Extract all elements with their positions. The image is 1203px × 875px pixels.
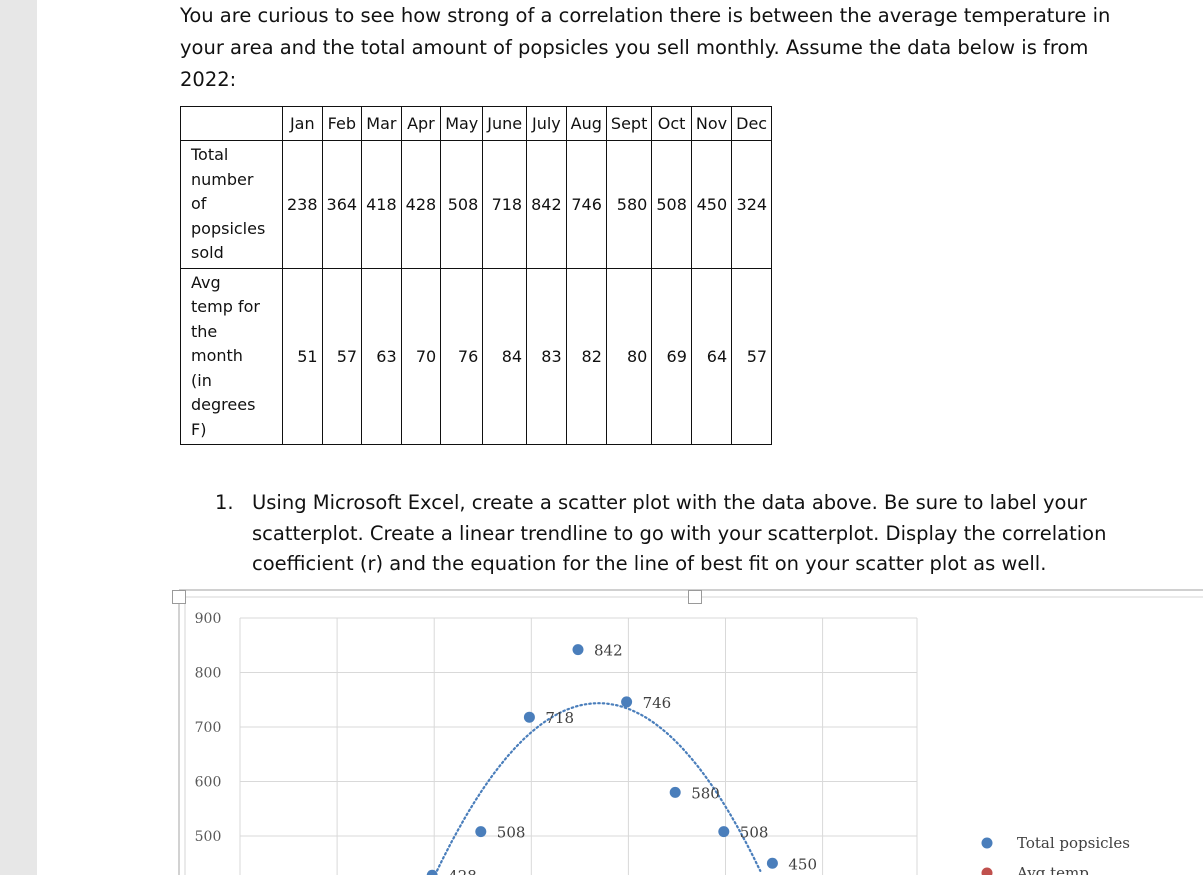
table-cell: 63 — [361, 267, 402, 445]
table-cell: 84 — [482, 267, 528, 445]
month-header: Jan — [282, 106, 323, 141]
table-cell: 64 — [690, 267, 733, 445]
table-cell: 364 — [321, 140, 363, 269]
intro-line: You are curious to see how strong of a c… — [180, 4, 1111, 27]
resize-handle-top-left[interactable] — [172, 590, 186, 604]
table-cell: 508 — [651, 140, 692, 269]
resize-handle-top-center[interactable] — [688, 590, 702, 604]
table-cell: 450 — [690, 140, 733, 269]
table-cell: 418 — [361, 140, 402, 269]
row-header-line: popsicles — [191, 218, 266, 238]
table-cell: 70 — [400, 267, 442, 445]
table-cell: 842 — [526, 140, 567, 269]
table-cell: 428 — [400, 140, 442, 269]
table-cell: 82 — [565, 267, 607, 445]
table-cell: 508 — [440, 140, 484, 269]
row-header-line: degrees — [191, 395, 256, 414]
row-header-line: F) — [191, 419, 207, 439]
task-text: Using Microsoft Excel, create a scatter … — [252, 488, 1132, 580]
page-gutter — [0, 0, 37, 875]
task-line: coefficient (r) and the equation for the… — [252, 552, 1047, 575]
table-cell: 718 — [482, 140, 528, 269]
month-header: June — [482, 106, 528, 141]
row-header-line: of — [191, 194, 207, 213]
table-corner-cell — [180, 106, 283, 141]
row-header-line: temp for — [191, 297, 260, 316]
row-header-line: number — [191, 169, 254, 189]
table-cell: 580 — [605, 140, 653, 269]
month-header: Mar — [361, 106, 402, 141]
table-cell: 324 — [731, 140, 773, 269]
task-number: 1. — [215, 491, 234, 514]
table-row-popsicles: Total number of popsicles sold 238 364 4… — [180, 140, 773, 269]
row-header-line: Total — [191, 145, 229, 164]
row-header-line: (in — [191, 370, 212, 390]
row-header-popsicles: Total number of popsicles sold — [180, 140, 283, 269]
table-cell: 746 — [565, 140, 607, 269]
row-header-temperature: Avg temp for the month (in degrees F) — [180, 267, 283, 445]
table-cell: 76 — [440, 267, 484, 445]
month-header: Sept — [605, 106, 653, 141]
task-line: Using Microsoft Excel, create a scatter … — [252, 491, 1087, 514]
table-cell: 80 — [605, 267, 653, 445]
table-cell: 238 — [282, 140, 323, 269]
table-cell: 51 — [282, 267, 323, 445]
table-row-temperature: Avg temp for the month (in degrees F) 51… — [180, 267, 773, 445]
table-cell: 83 — [526, 267, 567, 445]
month-header: Oct — [651, 106, 692, 141]
month-header: Feb — [321, 106, 363, 141]
month-header: Dec — [731, 106, 773, 141]
row-header-line: month — [191, 346, 243, 365]
task-line: scatterplot. Create a linear trendline t… — [252, 521, 1107, 545]
row-header-line: Avg — [191, 272, 221, 292]
data-table: Jan Feb Mar Apr May June July Aug Sept O… — [180, 106, 773, 445]
table-cell: 57 — [321, 267, 363, 445]
month-header: Apr — [400, 106, 442, 141]
intro-line: 2022: — [180, 68, 237, 91]
month-header: Nov — [690, 106, 733, 141]
row-header-line: sold — [191, 243, 224, 262]
table-cell: 69 — [651, 267, 692, 445]
table-header-row: Jan Feb Mar Apr May June July Aug Sept O… — [180, 106, 773, 141]
month-header: May — [440, 106, 484, 141]
month-header: July — [526, 106, 567, 141]
intro-line: your area and the total amount of popsic… — [180, 36, 1089, 59]
row-header-line: the — [191, 321, 218, 341]
table-cell: 57 — [731, 267, 773, 445]
month-header: Aug — [565, 106, 607, 141]
intro-paragraph: You are curious to see how strong of a c… — [180, 0, 1140, 96]
